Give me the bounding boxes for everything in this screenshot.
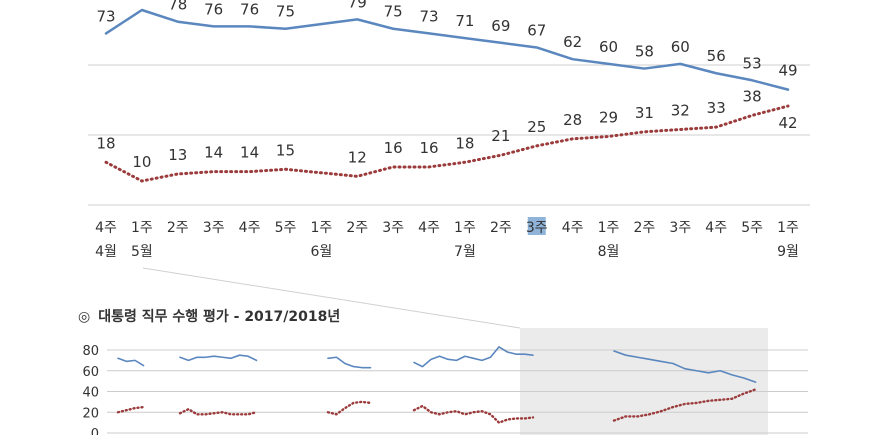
data-label: 53 <box>743 54 762 72</box>
data-label: 76 <box>204 0 223 18</box>
x-tick-week: 5주 <box>275 220 297 236</box>
overview-y-tick: 80 <box>82 344 99 359</box>
data-label: 33 <box>707 99 726 117</box>
data-label: 42 <box>778 114 797 132</box>
data-label: 76 <box>240 0 259 18</box>
overview-gridlines <box>107 349 808 434</box>
zoom-line <box>142 267 521 329</box>
x-tick-month: 4월 <box>95 244 117 260</box>
x-tick-month: 5월 <box>131 244 153 260</box>
x-tick-week: 4주 <box>705 220 727 236</box>
x-axis: 4주 4월 1주 5월 2주 3주 4주 5주 1주 6월 2주 3주 4주 1주 7월 2주 3주 4주 1주 8월… <box>95 220 799 260</box>
x-tick-week: 3주 <box>669 220 691 236</box>
target-icon: ◎ <box>78 309 91 325</box>
series-lines <box>104 8 790 183</box>
data-label: 32 <box>671 101 690 119</box>
data-label: 75 <box>384 3 403 21</box>
data-label: 16 <box>420 139 439 157</box>
overview-y-tick: 0 <box>91 427 99 435</box>
data-label: 25 <box>527 118 546 136</box>
gridlines <box>88 64 810 206</box>
x-tick-month: 8월 <box>598 244 620 260</box>
zoom-connector <box>142 267 768 435</box>
x-tick-week: 1주 <box>454 220 476 236</box>
overview-y-tick: 40 <box>82 386 99 401</box>
data-label: 56 <box>707 47 726 65</box>
data-label: 83 <box>132 0 151 2</box>
overview-series-lower <box>412 404 535 424</box>
x-tick-week: 1주 <box>310 220 332 236</box>
x-tick-week: 2주 <box>346 220 368 236</box>
data-label: 73 <box>420 7 439 25</box>
overview-series-lower <box>116 405 145 414</box>
zoom-region <box>520 328 768 435</box>
x-tick-week: 4주 <box>562 220 584 236</box>
overview-series-upper <box>413 346 534 368</box>
x-tick-week: 1주 <box>777 220 799 236</box>
overview-series-upper <box>327 356 372 369</box>
data-label: 49 <box>778 62 797 80</box>
data-label: 13 <box>168 146 187 164</box>
x-tick-week: 3주 <box>526 220 548 236</box>
overview-title-text: 대통령 직무 수행 평가 - 2017/2018년 <box>98 309 341 325</box>
x-tick-week: 5주 <box>741 220 763 236</box>
x-tick-week: 4주 <box>418 220 440 236</box>
data-label: 38 <box>743 87 762 105</box>
overview-y-axis: 80 60 40 20 0 <box>82 344 99 435</box>
data-label: 75 <box>276 3 295 21</box>
x-tick-month: 7월 <box>454 244 476 260</box>
data-label: 71 <box>455 12 474 30</box>
overview-y-tick: 60 <box>82 365 99 380</box>
data-label: 16 <box>384 139 403 157</box>
overview-series-upper <box>117 357 145 367</box>
x-tick-week: 4주 <box>239 220 261 236</box>
data-label: 14 <box>204 144 223 162</box>
data-label: 67 <box>527 21 546 39</box>
overview-series-lower <box>612 388 757 422</box>
x-tick-week: 3주 <box>382 220 404 236</box>
data-label: 79 <box>348 0 367 11</box>
data-label: 78 <box>168 0 187 14</box>
overview-series-lower <box>178 407 258 416</box>
data-label: 28 <box>563 111 582 129</box>
series-line-upper <box>104 8 790 91</box>
overview-series-lower <box>326 400 372 416</box>
overview-series <box>116 346 757 424</box>
data-label: 15 <box>276 141 295 159</box>
data-label: 69 <box>491 17 510 35</box>
data-label: 58 <box>635 43 654 61</box>
data-label: 62 <box>563 33 582 51</box>
x-tick-week: 1주 <box>598 220 620 236</box>
data-label: 60 <box>671 38 690 56</box>
overview-y-tick: 20 <box>82 406 99 421</box>
x-tick-week: 4주 <box>95 220 117 236</box>
x-tick-week: 2주 <box>634 220 656 236</box>
overview-title: ◎ 대통령 직무 수행 평가 - 2017/2018년 <box>78 306 340 326</box>
data-labels: 73 83 78 76 76 75 79 75 73 71 69 67 62 60 58 60 56 53 49 18… <box>96 0 797 171</box>
x-tick-week: 1주 <box>131 220 153 236</box>
data-label: 18 <box>455 134 474 152</box>
data-label: 21 <box>491 127 510 145</box>
overview-series-upper <box>613 350 757 383</box>
data-label: 18 <box>96 134 115 152</box>
x-tick-week: 3주 <box>203 220 225 236</box>
data-label: 73 <box>96 7 115 25</box>
x-tick-week: 2주 <box>167 220 189 236</box>
series-line-lower <box>104 104 790 183</box>
data-label: 29 <box>599 108 618 126</box>
data-label: 31 <box>635 104 654 122</box>
category-highlight <box>527 217 546 235</box>
main-line-chart: 73 83 78 76 76 75 79 75 73 71 69 67 62 60 58 60 56 53 49 18… <box>88 0 810 260</box>
data-label: 60 <box>599 38 618 56</box>
x-tick-month: 6월 <box>310 244 332 260</box>
overview-series-upper <box>179 354 258 362</box>
x-tick-month: 9월 <box>777 244 799 260</box>
data-label: 14 <box>240 144 259 162</box>
data-label: 10 <box>132 153 151 171</box>
highlight-box <box>527 217 546 235</box>
data-label: 12 <box>348 148 367 166</box>
x-tick-week: 2주 <box>490 220 512 236</box>
